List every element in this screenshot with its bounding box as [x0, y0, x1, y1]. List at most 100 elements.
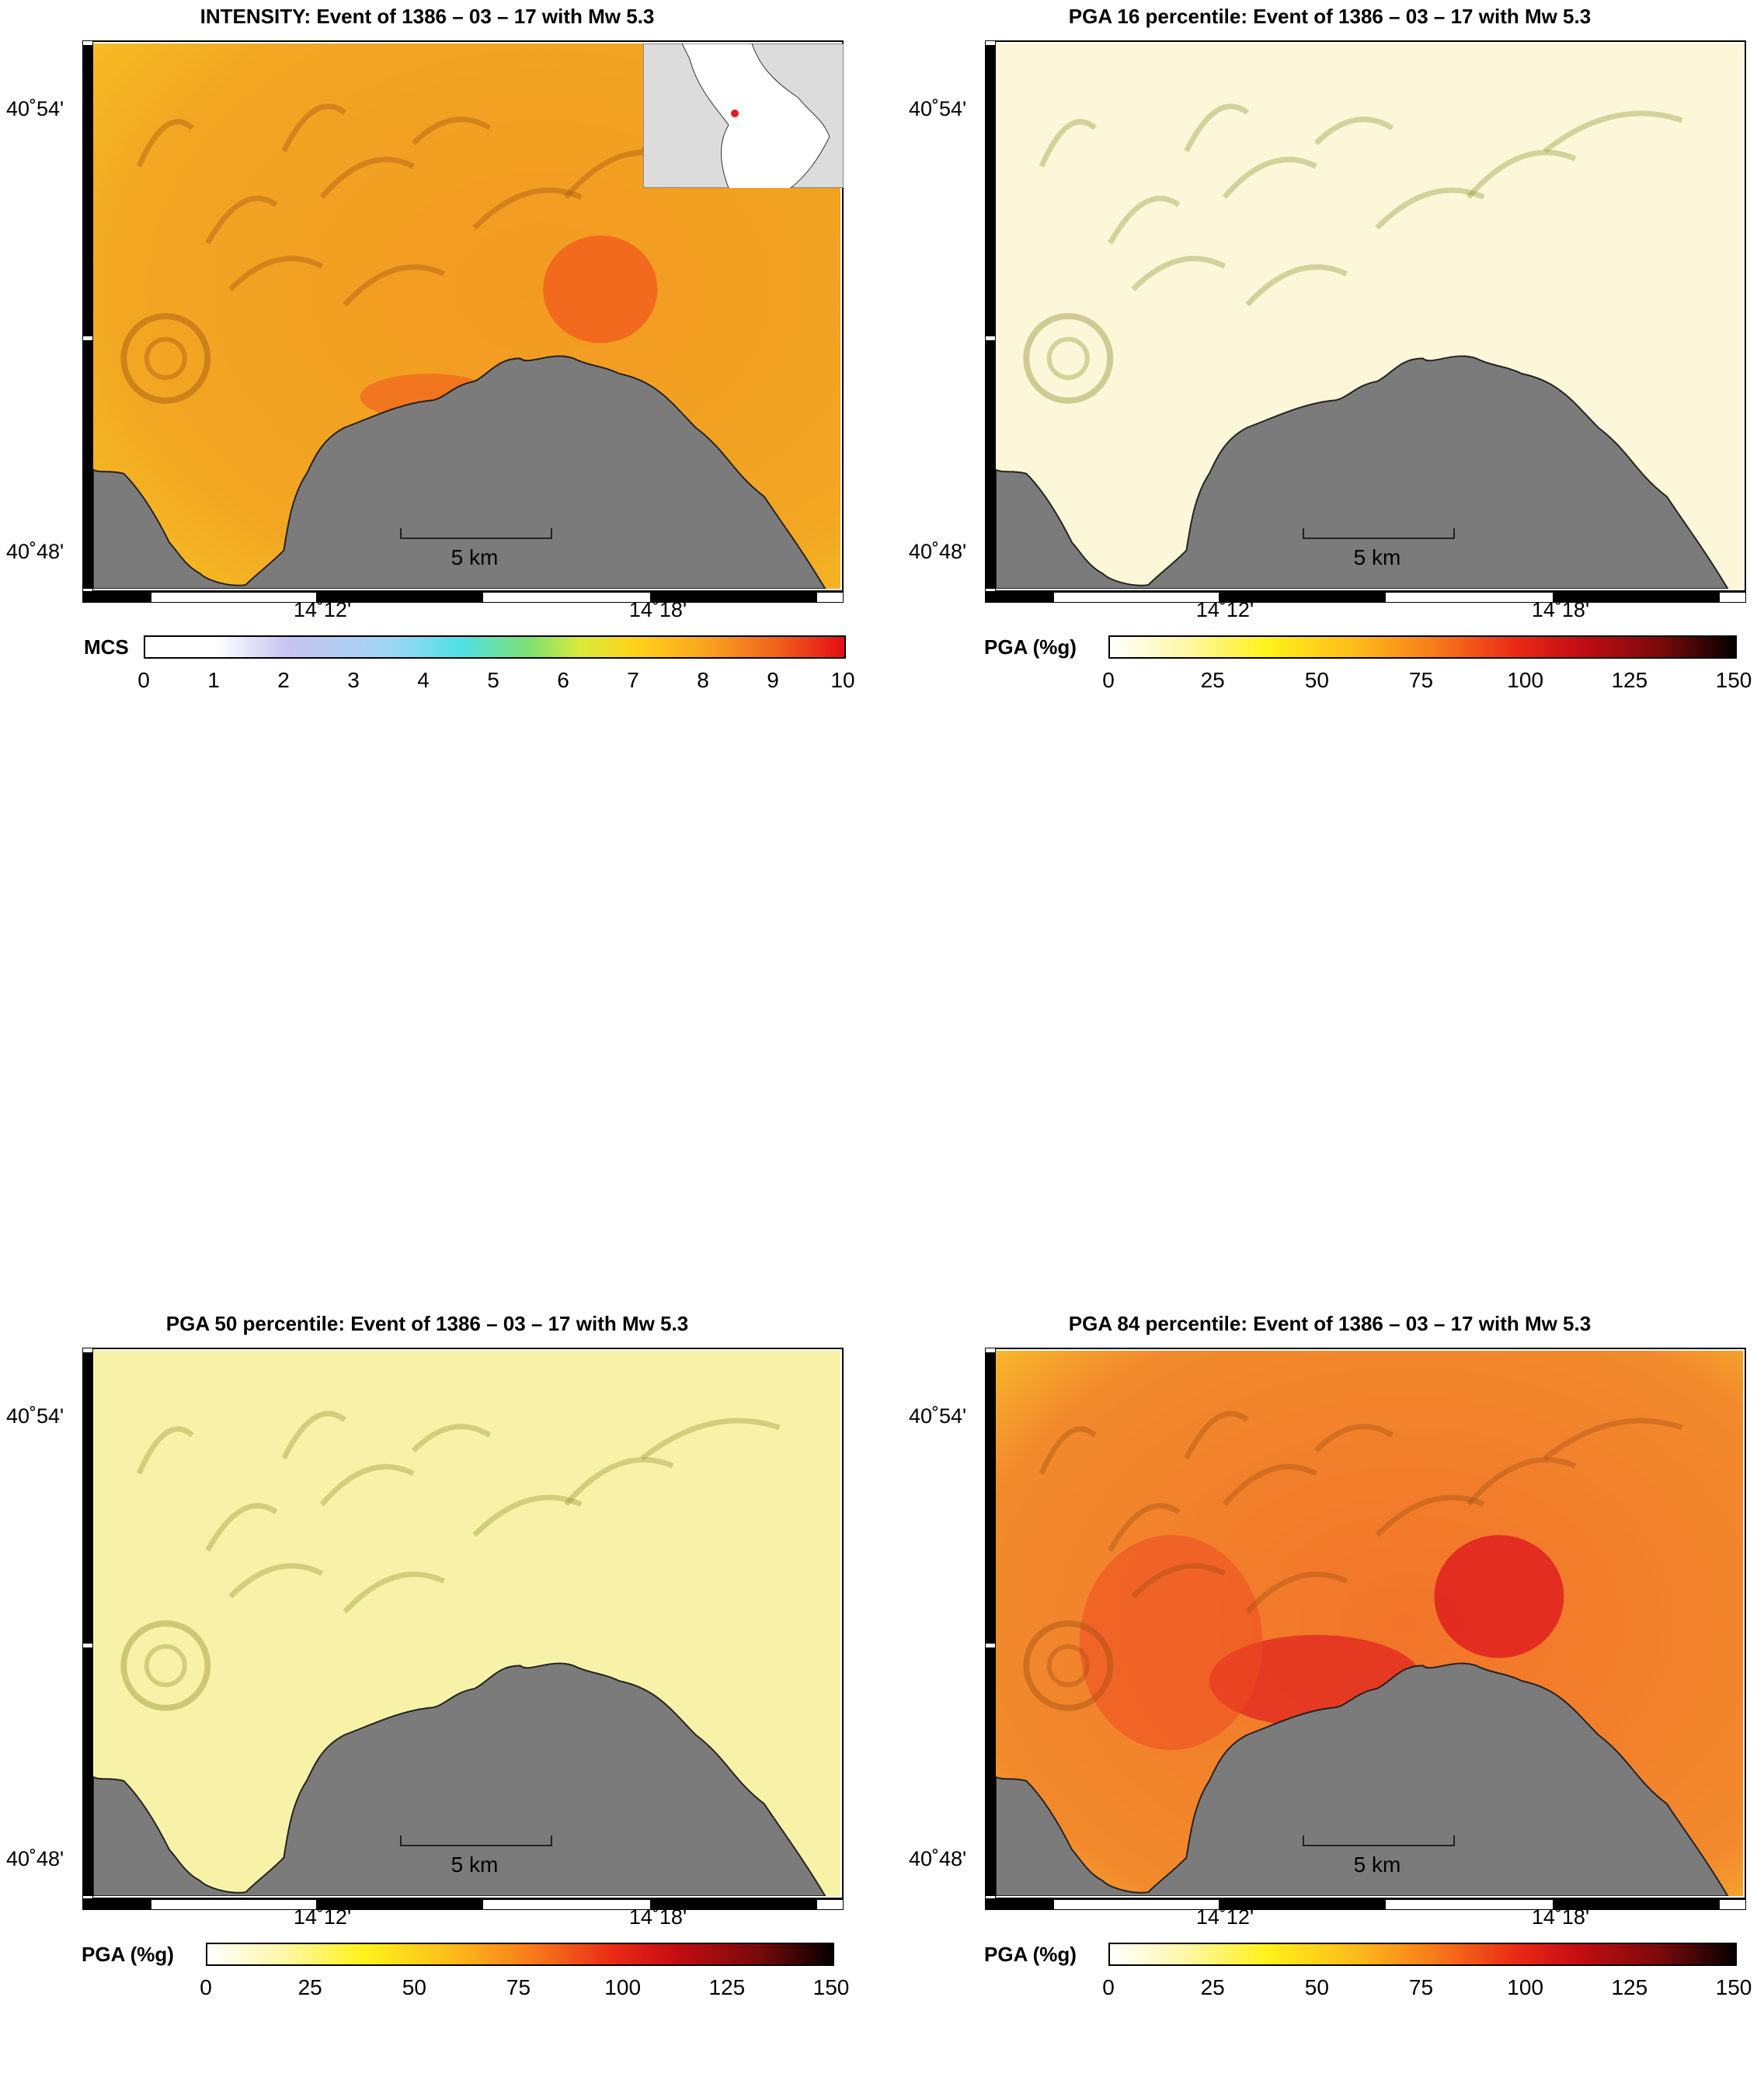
map-title: INTENSITY: Event of 1386 – 03 – 17 with … [200, 5, 655, 28]
relief-ridge [136, 1426, 194, 1475]
land-area [93, 1351, 840, 1896]
scale-bar-line [400, 528, 552, 539]
relief-ridge [1131, 1563, 1226, 1599]
max-pga-zone [1079, 1535, 1263, 1751]
colorbar-tick: 50 [1304, 1975, 1329, 1999]
lon-label: 14˚12' [1195, 598, 1254, 621]
relief-ridge [1184, 103, 1249, 152]
colorbar-tick: 9 [767, 668, 779, 692]
relief-ridge [319, 1463, 415, 1506]
shaded-relief-map [996, 43, 1743, 589]
lat-label: 40˚48' [6, 540, 64, 563]
colorbar-label: PGA (%g) [82, 1943, 174, 1966]
relief-ridge [1313, 1424, 1394, 1453]
map-panel-pga16: PGA 16 percentile: Event of 1386 – 03 – … [903, 0, 1764, 777]
inset-coastline [642, 43, 844, 189]
colorbar-tick: 0 [137, 668, 150, 692]
colorbar-tick: 150 [1715, 1975, 1752, 1999]
relief-ridge [1543, 1418, 1683, 1461]
relief-ridge [1467, 149, 1577, 200]
map-title: PGA 50 percentile: Event of 1386 – 03 – … [165, 1312, 689, 1335]
relief-ridge [564, 1456, 674, 1507]
colorbar-label: PGA (%g) [984, 1943, 1077, 1966]
lon-label: 14˚12' [293, 1905, 352, 1929]
map-area [93, 1351, 840, 1896]
relief-ridge [228, 1563, 324, 1599]
relief-ridge [1108, 1503, 1181, 1552]
map-title: PGA 16 percentile: Event of 1386 – 03 – … [1068, 5, 1592, 28]
scale-bar-label: 5 km [451, 1853, 499, 1877]
colorbar-tick: 125 [708, 1975, 746, 1999]
location-inset-map [642, 43, 844, 189]
relief-ridge [1543, 110, 1683, 154]
crater-rim [1046, 1644, 1090, 1688]
colorbar-tick: 125 [1611, 1975, 1648, 1999]
relief-ridge [205, 1503, 278, 1552]
shaded-relief-map [93, 1351, 840, 1896]
lon-label: 14˚18' [628, 598, 687, 621]
crater-rim [120, 313, 211, 404]
map-panel-intensity: INTENSITY: Event of 1386 – 03 – 17 with … [0, 0, 882, 777]
colorbar-tick: 100 [1507, 1975, 1544, 1999]
relief-ridge [1039, 1426, 1097, 1475]
scale-bar-line [1303, 528, 1455, 539]
scale-bar-label: 5 km [1353, 545, 1401, 569]
land-area [996, 1351, 1743, 1896]
colorbar-tick: 7 [627, 668, 639, 692]
colorbar-tick: 0 [200, 1975, 212, 1999]
colorbar-tick: 75 [1408, 1975, 1434, 1999]
colorbar-tick: 3 [347, 668, 360, 692]
colorbar-tick: 0 [1102, 1975, 1115, 1999]
lat-label: 40˚54' [909, 97, 967, 120]
lon-frame-ticks [985, 592, 1746, 603]
scale-bar-line [1303, 1835, 1455, 1846]
lon-label: 14˚12' [1195, 1905, 1254, 1929]
colorbar [206, 1943, 834, 1966]
colorbar-tick: 6 [557, 668, 569, 692]
lat-frame-ticks [82, 40, 93, 592]
lon-label: 14˚18' [1531, 1905, 1590, 1929]
crater-rim [120, 1620, 211, 1711]
epicenter-marker [731, 110, 739, 117]
lon-label: 14˚12' [293, 598, 352, 621]
colorbar-tick: 2 [277, 668, 290, 692]
relief-ridge [205, 196, 278, 245]
colorbar-tick: 25 [1200, 668, 1225, 692]
relief-ridge [1039, 119, 1097, 168]
colorbar [144, 635, 846, 659]
colorbar-tick: 4 [417, 668, 430, 692]
map-panel-pga84: PGA 84 percentile: Event of 1386 – 03 – … [903, 1307, 1764, 2084]
colorbar-tick: 150 [812, 1975, 850, 1999]
relief-ridge [1245, 1571, 1348, 1614]
colorbar-tick: 0 [1102, 668, 1115, 692]
colorbar-tick: 1 [207, 668, 220, 692]
colorbar-tick: 125 [1611, 668, 1648, 692]
relief-ridge [281, 1411, 346, 1459]
colorbar-tick: 100 [1507, 668, 1544, 692]
sea-area [996, 1662, 1729, 1896]
crater-rim [1046, 336, 1090, 381]
colorbar-tick: 5 [487, 668, 499, 692]
lat-frame-ticks [985, 1348, 996, 1899]
relief-ridge [281, 103, 346, 152]
map-area [996, 1351, 1743, 1896]
relief-ridge [1222, 156, 1317, 199]
colorbar-tick: 25 [1200, 1975, 1225, 1999]
crater-rim [1023, 1620, 1114, 1711]
lat-frame-ticks [82, 1348, 93, 1899]
relief-ridge [136, 119, 194, 168]
lon-frame-ticks [82, 1899, 844, 1910]
colorbar-tick: 50 [1304, 668, 1329, 692]
map-area [996, 43, 1743, 589]
relief-ridge [1375, 1494, 1485, 1537]
lat-label: 40˚54' [6, 97, 64, 120]
relief-ridge [1222, 1463, 1317, 1506]
relief-ridge [1313, 117, 1394, 145]
lon-frame-ticks [82, 592, 844, 603]
colorbar-label: MCS [84, 635, 129, 659]
lat-label: 40˚48' [909, 1847, 967, 1870]
lat-label: 40˚54' [909, 1404, 967, 1428]
lat-label: 40˚54' [6, 1404, 64, 1428]
map-title: PGA 84 percentile: Event of 1386 – 03 – … [1068, 1312, 1592, 1335]
max-intensity-zone [543, 235, 658, 343]
